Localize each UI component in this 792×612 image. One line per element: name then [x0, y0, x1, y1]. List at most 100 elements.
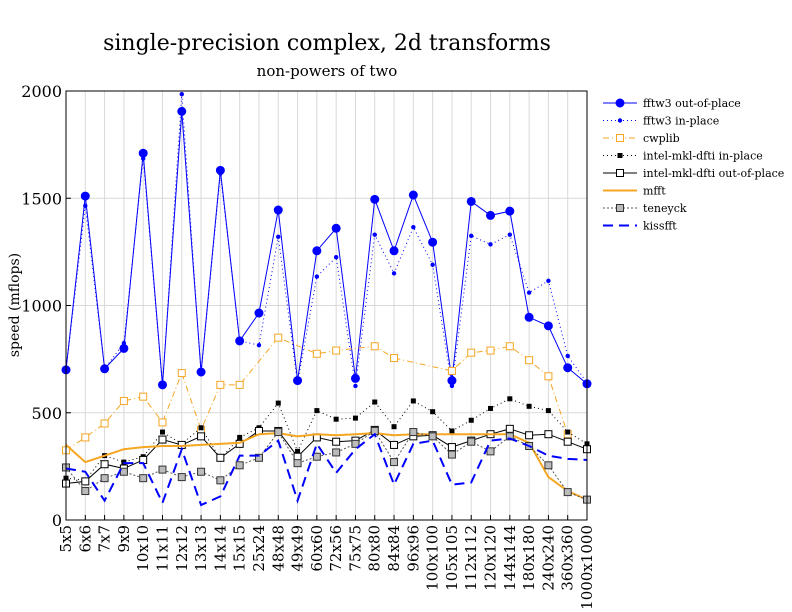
data-point	[526, 403, 532, 409]
data-point	[80, 191, 90, 201]
data-point	[391, 424, 397, 430]
data-point	[100, 474, 109, 483]
data-point	[237, 434, 243, 440]
x-tick-label: 12x12	[173, 525, 191, 572]
data-point	[447, 450, 456, 459]
data-point	[488, 242, 493, 247]
data-point	[389, 246, 399, 256]
data-point	[430, 262, 435, 267]
data-point	[447, 443, 456, 452]
data-point	[353, 383, 358, 389]
data-point	[525, 431, 534, 440]
y-tick-label: 500	[31, 404, 62, 423]
x-tick-label: 15x15	[231, 525, 249, 572]
x-tick-label: 80x80	[366, 525, 384, 572]
legend-label: intel-mkl-dfti in-place	[643, 150, 763, 163]
legend-label: intel-mkl-dfti out-of-place	[643, 167, 784, 180]
data-point	[372, 399, 378, 405]
x-tick-label: 1000x1000	[578, 525, 596, 610]
data-point	[256, 342, 262, 348]
data-point	[563, 488, 572, 497]
data-point	[295, 380, 300, 385]
data-point	[293, 459, 302, 468]
data-point	[216, 476, 225, 485]
data-point	[486, 210, 496, 220]
data-point	[466, 196, 476, 206]
data-point	[565, 429, 571, 435]
data-point	[467, 437, 476, 446]
data-point	[331, 223, 341, 233]
data-point	[139, 474, 148, 483]
legend: fftw3 out-of-place fftw3 in-place cwplib in…	[603, 97, 784, 233]
data-point	[83, 203, 88, 208]
data-point	[507, 232, 513, 237]
data-point	[237, 338, 242, 344]
data-point	[616, 204, 624, 212]
x-tick-label: 5x5	[57, 525, 75, 553]
x-tick-label: 120x120	[482, 525, 500, 591]
data-point	[410, 398, 416, 404]
legend-label: fftw3 out-of-place	[643, 97, 741, 110]
data-point	[544, 430, 553, 439]
x-tick-label: 6x6	[76, 525, 94, 553]
x-tick-label: 100x100	[424, 525, 442, 591]
data-point	[158, 418, 167, 427]
legend-label: cwplib	[643, 132, 680, 145]
data-point	[177, 106, 187, 116]
legend-item: fftw3 out-of-place	[603, 97, 741, 110]
series-line	[65, 337, 569, 451]
data-point	[615, 98, 625, 108]
data-point	[616, 134, 624, 142]
data-point	[428, 432, 437, 441]
data-point	[370, 194, 380, 204]
data-point	[332, 448, 341, 457]
data-point	[139, 392, 148, 401]
data-point	[526, 290, 532, 295]
data-point	[121, 340, 127, 346]
series-kissfft	[65, 432, 588, 507]
legend-item: fftw3 in-place	[603, 115, 719, 128]
y-tick-label: 0	[52, 511, 62, 530]
data-point	[275, 400, 281, 406]
data-point	[102, 366, 107, 371]
data-point	[177, 473, 186, 482]
x-ticks: 5x5 6x6 7x7 9x9 10x10 11x11 12x12 13x13 14x14 15x…	[57, 515, 596, 610]
series-teneyck	[62, 426, 591, 504]
series-line	[65, 430, 588, 501]
data-point	[616, 169, 624, 177]
legend-label: kissfft	[643, 220, 677, 233]
series-layer	[61, 92, 592, 507]
x-tick-label: 112x112	[462, 525, 480, 591]
x-tick-label: 96x96	[404, 525, 422, 572]
data-point	[617, 118, 623, 123]
data-point	[505, 342, 514, 351]
data-point	[409, 428, 418, 437]
legend-item: intel-mkl-dfti in-place	[603, 150, 763, 163]
data-point	[276, 234, 281, 240]
data-point	[545, 408, 551, 414]
y-tick-label: 1500	[21, 189, 62, 208]
data-point	[295, 448, 301, 454]
data-point	[505, 432, 514, 441]
data-point	[617, 153, 623, 158]
data-point	[563, 363, 573, 373]
data-point	[198, 425, 204, 431]
data-point	[121, 459, 127, 465]
data-point	[486, 447, 495, 456]
data-point	[216, 453, 225, 462]
data-point	[197, 467, 206, 476]
data-point	[544, 461, 553, 470]
data-point	[351, 439, 360, 448]
data-point	[81, 477, 90, 486]
data-point	[469, 233, 474, 238]
data-point	[428, 237, 438, 247]
data-point	[505, 424, 514, 433]
legend-label: teneyck	[643, 202, 687, 215]
data-point	[390, 354, 399, 363]
data-point	[333, 416, 339, 422]
data-point	[119, 343, 129, 353]
data-point	[273, 205, 283, 215]
x-tick-label: 48x48	[269, 525, 287, 572]
data-point	[411, 225, 416, 230]
